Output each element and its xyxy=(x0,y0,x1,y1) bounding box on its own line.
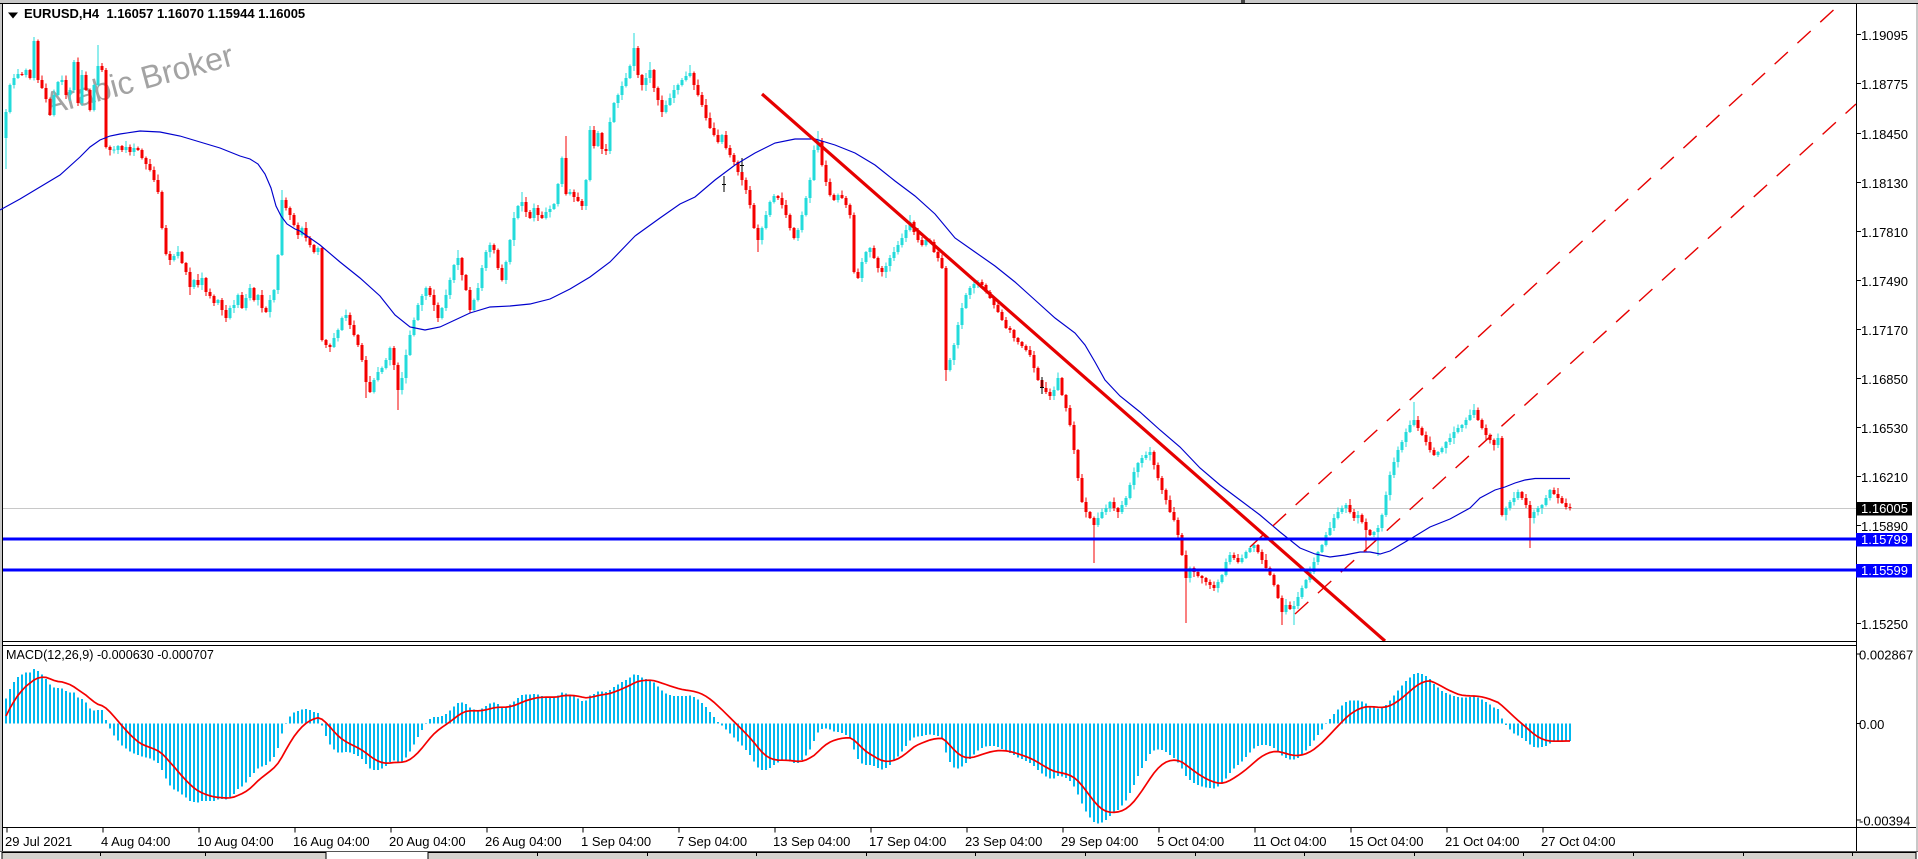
svg-text:13 Sep 04:00: 13 Sep 04:00 xyxy=(773,834,850,849)
svg-text:27 Oct 04:00: 27 Oct 04:00 xyxy=(1541,834,1615,849)
svg-text:1.17490: 1.17490 xyxy=(1861,274,1908,289)
svg-text:1.16530: 1.16530 xyxy=(1861,421,1908,436)
svg-text:1.15250: 1.15250 xyxy=(1861,617,1908,632)
svg-text:1.16005: 1.16005 xyxy=(1861,501,1908,516)
svg-text:1.15890: 1.15890 xyxy=(1861,519,1908,534)
svg-text:1.17810: 1.17810 xyxy=(1861,225,1908,240)
svg-text:1.18775: 1.18775 xyxy=(1861,77,1908,92)
svg-text:26 Aug 04:00: 26 Aug 04:00 xyxy=(485,834,562,849)
svg-text:7 Sep 04:00: 7 Sep 04:00 xyxy=(677,834,747,849)
svg-text:1.16850: 1.16850 xyxy=(1861,372,1908,387)
svg-text:EURUSD,H4 1.16057 1.16070 1.1: EURUSD,H4 1.16057 1.16070 1.15944 1.1600… xyxy=(24,6,305,21)
svg-text:10 Aug 04:00: 10 Aug 04:00 xyxy=(197,834,274,849)
svg-text:21 Oct 04:00: 21 Oct 04:00 xyxy=(1445,834,1519,849)
svg-text:1.15599: 1.15599 xyxy=(1861,563,1908,578)
svg-text:1 Sep 04:00: 1 Sep 04:00 xyxy=(581,834,651,849)
svg-text:0.00: 0.00 xyxy=(1859,717,1884,732)
svg-text:23 Sep 04:00: 23 Sep 04:00 xyxy=(965,834,1042,849)
svg-text:11 Oct 04:00: 11 Oct 04:00 xyxy=(1253,834,1326,849)
svg-text:1.18450: 1.18450 xyxy=(1861,127,1908,142)
svg-text:29 Sep 04:00: 29 Sep 04:00 xyxy=(1061,834,1138,849)
svg-text:4 Aug 04:00: 4 Aug 04:00 xyxy=(101,834,170,849)
svg-text:0.002867: 0.002867 xyxy=(1859,648,1913,663)
svg-text:1.17170: 1.17170 xyxy=(1861,323,1908,338)
svg-text:5 Oct 04:00: 5 Oct 04:00 xyxy=(1157,834,1224,849)
svg-text:1.18130: 1.18130 xyxy=(1861,176,1908,191)
svg-text:17 Sep 04:00: 17 Sep 04:00 xyxy=(869,834,946,849)
svg-text:MACD(12,26,9) -0.000630 -0.000: MACD(12,26,9) -0.000630 -0.000707 xyxy=(6,648,214,662)
svg-text:16 Aug 04:00: 16 Aug 04:00 xyxy=(293,834,370,849)
svg-text:29 Jul 2021: 29 Jul 2021 xyxy=(5,834,72,849)
svg-text:-0.00394: -0.00394 xyxy=(1859,814,1910,829)
svg-text:1.19095: 1.19095 xyxy=(1861,28,1908,43)
svg-text:20 Aug 04:00: 20 Aug 04:00 xyxy=(389,834,466,849)
svg-text:1.16210: 1.16210 xyxy=(1861,470,1908,485)
svg-text:1.15799: 1.15799 xyxy=(1861,532,1908,547)
svg-text:15 Oct 04:00: 15 Oct 04:00 xyxy=(1349,834,1423,849)
